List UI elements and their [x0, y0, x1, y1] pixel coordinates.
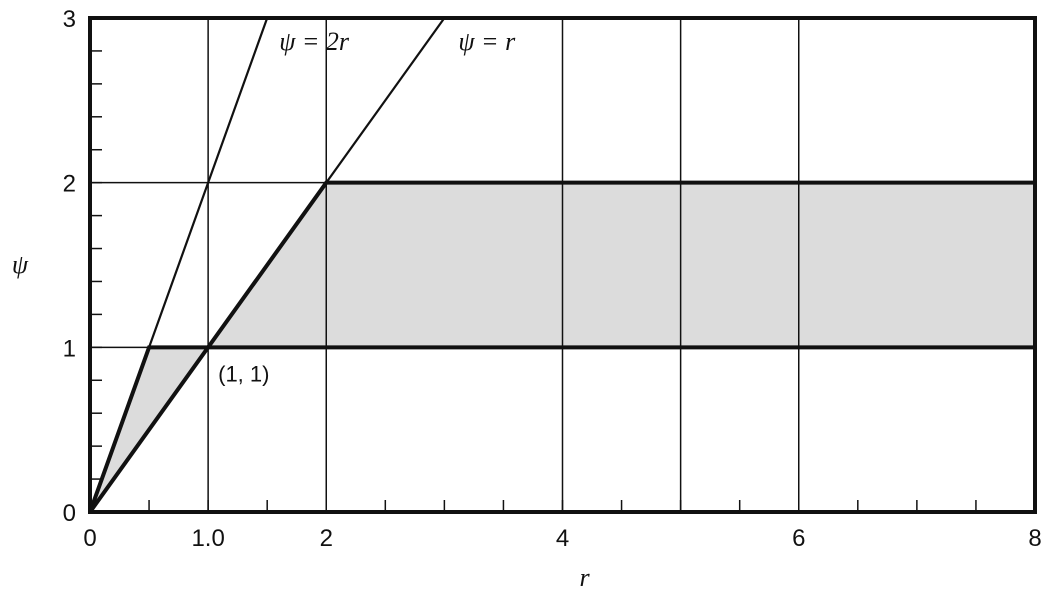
- x-tick-label: 8: [1028, 525, 1041, 552]
- x-tick-label: 6: [792, 525, 805, 552]
- y-tick-label: 1: [63, 335, 76, 362]
- x-tick-label: 1.0: [191, 525, 224, 552]
- region-boundary-lower: [88, 345, 1035, 513]
- point-annotation: (1, 1): [218, 361, 269, 386]
- series-label-1: ψ = 2r: [279, 27, 350, 56]
- x-axis-title: r: [579, 563, 590, 592]
- y-tick-label: 0: [63, 500, 76, 527]
- y-axis-title: ψ: [12, 250, 29, 279]
- x-tick-label: 2: [320, 525, 333, 552]
- x-tick-label: 0: [83, 525, 96, 552]
- x-tick-label: 4: [556, 525, 569, 552]
- series-label-2: ψ = r: [458, 27, 516, 56]
- shaded-region-2: [208, 182, 1035, 348]
- y-tick-label: 2: [63, 171, 76, 198]
- y-tick-label: 3: [63, 6, 76, 33]
- region-boundary-upper: [88, 180, 1035, 514]
